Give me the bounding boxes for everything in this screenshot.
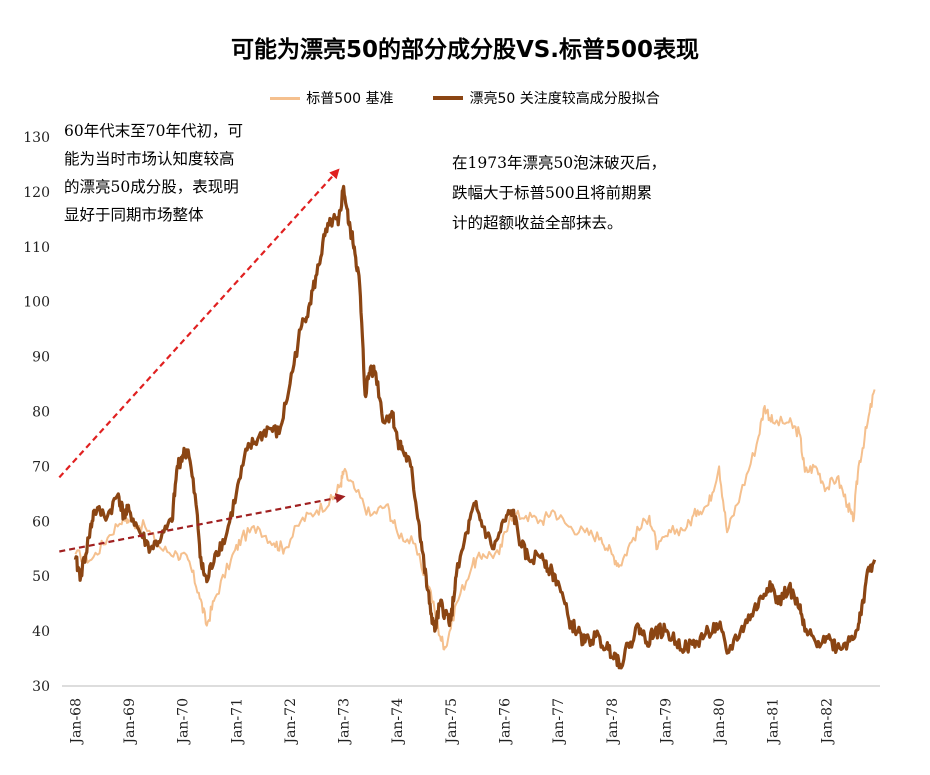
annotation-left: 60年代末至70年代初，可 能为当时市场认知度较高 的漂亮50成分股，表现明 显… — [64, 117, 243, 229]
chart-title: 可能为漂亮50的部分成分股VS.标普500表现 — [230, 37, 700, 63]
legend-label-nifty50: 漂亮50 关注度较高成分股拟合 — [469, 91, 660, 107]
y-tick-label: 60 — [32, 514, 50, 530]
x-tick-label: Jan-79 — [658, 698, 674, 746]
legend-label-sp500: 标普500 基准 — [306, 91, 394, 107]
y-tick-label: 40 — [32, 624, 50, 640]
x-tick-label: Jan-73 — [337, 698, 353, 746]
x-tick-label: Jan-68 — [68, 698, 84, 746]
y-tick-label: 120 — [23, 185, 50, 201]
x-tick-label: Jan-72 — [283, 698, 299, 746]
series-line-sp500 — [74, 389, 876, 651]
x-tick-label: Jan-81 — [766, 698, 782, 746]
annotation-left-line: 显好于同期市场整体 — [64, 206, 204, 224]
y-tick-label: 100 — [23, 295, 50, 311]
y-tick-label: 80 — [32, 405, 50, 421]
annotation-left-line: 60年代末至70年代初，可 — [64, 122, 243, 140]
legend-item-sp500: 标普500 基准 — [270, 88, 393, 108]
y-tick-label: 110 — [23, 240, 50, 256]
trend-arrow-lower — [59, 493, 346, 553]
annotation-left-line: 的漂亮50成分股，表现明 — [64, 178, 239, 196]
x-tick-label: Jan-82 — [819, 698, 835, 746]
x-tick-label: Jan-80 — [712, 698, 728, 746]
x-tick-label: Jan-74 — [390, 698, 406, 746]
x-tick-label: Jan-78 — [605, 698, 621, 746]
legend-item-nifty50: 漂亮50 关注度较高成分股拟合 — [433, 88, 660, 108]
y-tick-label: 50 — [32, 569, 50, 585]
x-tick-label: Jan-71 — [229, 698, 245, 746]
trend-arrow-upper — [58, 168, 340, 479]
x-tick-label: Jan-77 — [551, 698, 567, 746]
x-tick-label: Jan-76 — [498, 698, 514, 746]
legend: 标普500 基准 漂亮50 关注度较高成分股拟合 — [0, 88, 930, 108]
x-tick-label: Jan-75 — [444, 698, 460, 746]
legend-swatch-nifty50 — [433, 96, 464, 100]
y-tick-label: 30 — [32, 679, 50, 695]
annotation-right-line: 计的超额收益全部抹去。 — [452, 214, 623, 232]
annotation-right-line: 跌幅大于标普500且将前期累 — [452, 184, 653, 202]
legend-swatch-sp500 — [270, 96, 301, 100]
y-tick-label: 90 — [32, 350, 50, 366]
annotation-left-line: 能为当时市场认知度较高 — [64, 150, 235, 168]
annotation-right-line: 在1973年漂亮50泡沫破灭后， — [452, 154, 667, 172]
y-tick-label: 70 — [32, 459, 50, 475]
x-tick-label: Jan-69 — [122, 698, 138, 746]
x-tick-label: Jan-70 — [176, 698, 192, 746]
annotation-right: 在1973年漂亮50泡沫破灭后， 跌幅大于标普500且将前期累 计的超额收益全部… — [452, 148, 666, 238]
series-line-nifty50 — [73, 184, 877, 670]
y-tick-label: 130 — [23, 130, 50, 146]
